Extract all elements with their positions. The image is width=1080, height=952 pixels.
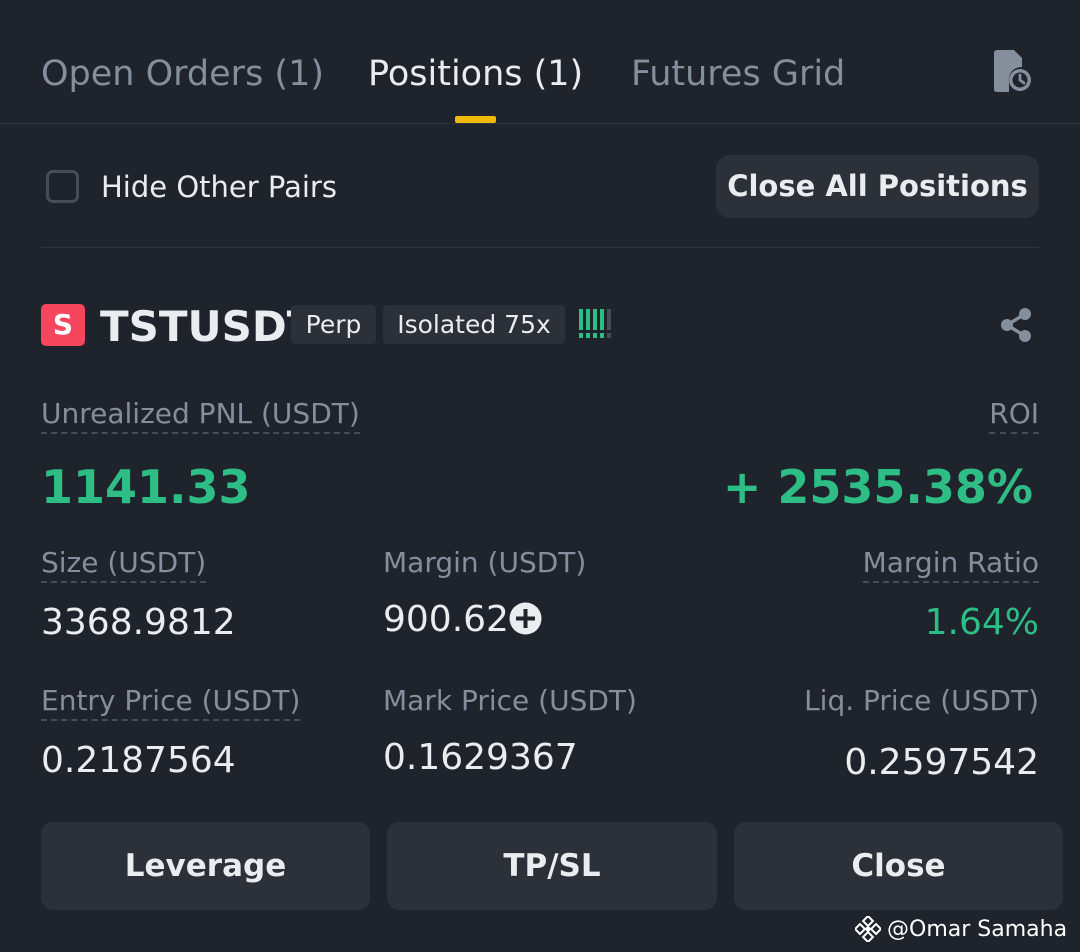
hide-other-pairs-label[interactable]: Hide Other Pairs [101,170,337,204]
tab-futures-grid[interactable]: Futures Grid [631,54,846,94]
size-label[interactable]: Size (USDT) [41,545,207,583]
size-value: 3368.9812 [41,602,236,643]
entry-price-label[interactable]: Entry Price (USDT) [41,683,301,721]
close-position-button[interactable]: Close [734,822,1063,910]
binance-logo-icon [855,916,881,942]
tpsl-button[interactable]: TP/SL [387,822,717,910]
tab-positions[interactable]: Positions (1) [368,54,584,94]
margin-ratio-label[interactable]: Margin Ratio [862,545,1039,583]
tab-open-orders[interactable]: Open Orders (1) [41,54,325,94]
contract-type-tag: Perp [291,305,376,344]
active-tab-indicator [455,116,496,123]
margin-ratio-value: 1.64% [924,602,1039,643]
entry-price-value: 0.2187564 [41,740,236,781]
share-icon[interactable] [998,307,1034,343]
order-history-icon[interactable] [992,49,1032,93]
liq-price-label: Liq. Price (USDT) [804,684,1039,717]
add-margin-icon[interactable] [509,602,542,635]
mark-price-label: Mark Price (USDT) [383,684,637,717]
margin-value: 900.62 [383,599,509,640]
watermark-text: @Omar Samaha [887,916,1068,942]
liq-price-value: 0.2597542 [844,742,1039,783]
unrealized-pnl-label[interactable]: Unrealized PNL (USDT) [41,396,360,434]
short-side-badge: S [41,304,85,346]
roi-label[interactable]: ROI [989,396,1039,434]
hide-other-pairs-checkbox[interactable] [46,170,79,203]
watermark: @Omar Samaha [855,913,1067,945]
close-all-positions-button[interactable]: Close All Positions [716,155,1039,218]
unrealized-pnl-value: 1141.33 [41,460,251,514]
margin-mode-tag[interactable]: Isolated 75x [383,305,565,344]
position-symbol[interactable]: TSTUSDT [100,302,316,351]
mark-price-value: 0.1629367 [383,737,578,778]
leverage-button[interactable]: Leverage [41,822,370,910]
roi-value: + 2535.38% [722,460,1033,514]
adl-indicator-icon[interactable] [579,309,611,339]
divider [41,247,1039,248]
tab-bar: Open Orders (1) Positions (1) Futures Gr… [0,0,1080,124]
margin-label: Margin (USDT) [383,546,587,579]
